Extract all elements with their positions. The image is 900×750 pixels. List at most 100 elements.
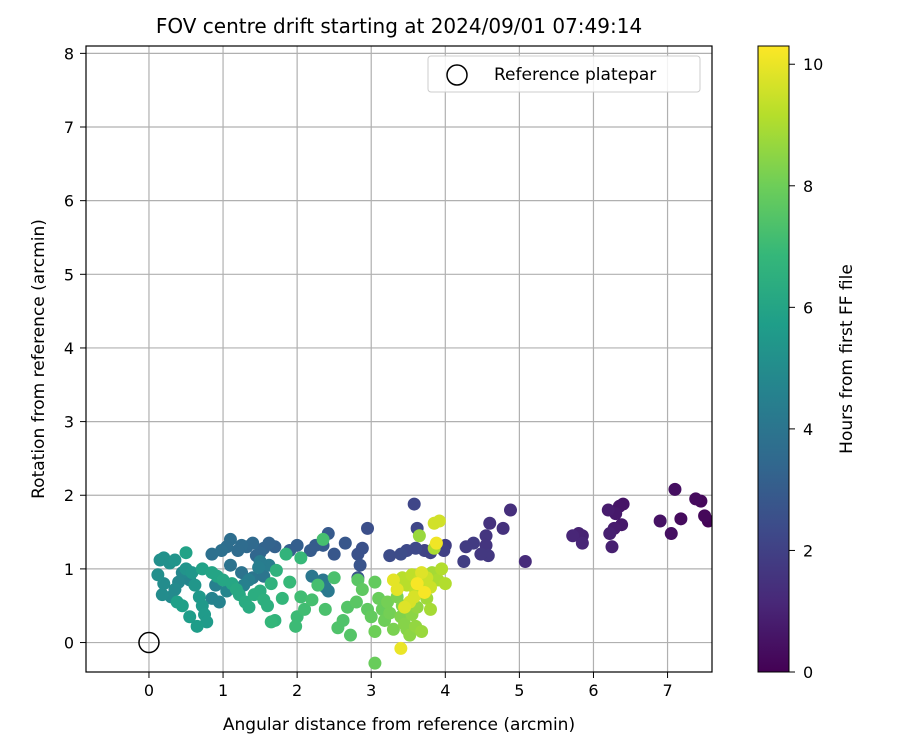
data-point-155 [386,622,400,636]
data-point-188 [415,566,429,580]
data-point-195 [418,585,432,599]
reference-marker-layer [138,631,160,654]
legend: Reference platepar [427,55,701,93]
data-point-42 [361,521,375,535]
data-point-1 [698,509,712,523]
data-point-169 [423,602,437,616]
data-point-48 [327,547,341,561]
colorbar-gradient [757,45,790,673]
data-point-184 [432,514,446,528]
data-point-192 [368,656,382,670]
x-tick-label-0: 0 [144,681,154,700]
y-tick-label-2: 2 [64,486,74,505]
data-point-193 [429,536,443,550]
data-point-52 [303,543,317,557]
data-point-147 [364,610,378,624]
data-point-108 [179,546,193,560]
y-axis-ticks: 0 1 2 3 4 5 6 7 8 [64,44,86,653]
data-point-142 [343,628,357,642]
y-tick-label-7: 7 [64,118,74,137]
data-point-135 [311,578,325,592]
data-point-13 [601,503,615,517]
data-point-126 [264,615,278,629]
grid [86,46,712,672]
data-point-92 [151,568,165,582]
data-point-148 [368,575,382,589]
data-point-129 [294,551,308,565]
legend-box [427,55,701,93]
data-point-121 [261,599,275,613]
y-tick-label-3: 3 [64,413,74,432]
data-point-132 [298,602,312,616]
reference-platepar-marker [138,631,160,654]
x-tick-label-3: 3 [366,681,376,700]
colorbar: 0 2 4 6 8 10 Hours from first FF file [757,45,857,682]
data-point-134 [305,593,319,607]
y-tick-label-0: 0 [64,634,74,653]
colorbar-tick-label-5: 10 [803,55,823,74]
data-point-122 [264,577,278,591]
data-point-83 [212,595,226,609]
data-point-40 [394,547,408,561]
colorbar-tick-label-3: 6 [803,298,813,317]
x-tick-label-6: 6 [588,681,598,700]
x-tick-label-7: 7 [662,681,672,700]
x-tick-label-4: 4 [440,681,450,700]
y-tick-label-5: 5 [64,265,74,284]
colorbar-tick-label-1: 2 [803,541,813,560]
colorbar-label: Hours from first FF file [837,264,857,454]
data-point-124 [279,547,293,561]
data-point-105 [183,610,197,624]
data-point-145 [355,583,369,597]
data-point-173 [435,562,449,576]
data-point-78 [252,560,266,574]
data-point-20 [518,555,532,569]
y-tick-label-1: 1 [64,560,74,579]
data-point-18 [566,529,580,543]
data-point-166 [415,624,429,638]
data-point-128 [283,575,297,589]
data-point-23 [483,516,497,530]
x-tick-label-1: 1 [218,681,228,700]
data-point-104 [190,619,204,633]
data-points [151,482,712,670]
data-point-44 [351,547,365,561]
data-point-191 [394,641,408,655]
data-point-67 [205,547,219,561]
data-point-45 [353,558,367,572]
data-point-165 [412,529,426,543]
x-axis-label: Angular distance from reference (arcmin) [223,715,575,735]
data-point-194 [410,577,424,591]
data-point-187 [398,600,412,614]
y-tick-label-8: 8 [64,44,74,63]
data-point-37 [407,497,421,511]
data-point-21 [503,503,517,517]
data-point-5 [668,482,682,496]
data-point-99 [188,578,202,592]
data-point-127 [275,591,289,605]
data-point-4 [674,512,688,526]
data-point-143 [349,595,363,609]
colorbar-ticks: 0 2 4 6 8 10 [789,55,823,682]
data-point-91 [155,588,169,602]
data-point-19 [575,536,589,550]
data-point-137 [318,602,332,616]
y-tick-label-6: 6 [64,192,74,211]
data-point-117 [242,600,256,614]
data-point-140 [336,613,350,627]
chart-title: FOV centre drift starting at 2024/09/01 … [156,14,642,38]
colorbar-tick-label-2: 4 [803,420,813,439]
legend-label: Reference platepar [494,65,656,85]
data-point-174 [438,577,452,591]
data-point-68 [223,558,237,572]
data-point-131 [289,619,303,633]
colorbar-tick-label-4: 8 [803,177,813,196]
x-axis-ticks: 0 1 2 3 4 5 6 7 [144,672,673,700]
data-point-22 [496,521,510,535]
data-point-96 [168,553,182,567]
data-point-154 [383,606,397,620]
plot-frame [85,45,713,673]
x-tick-label-2: 2 [292,681,302,700]
y-tick-label-4: 4 [64,339,74,358]
